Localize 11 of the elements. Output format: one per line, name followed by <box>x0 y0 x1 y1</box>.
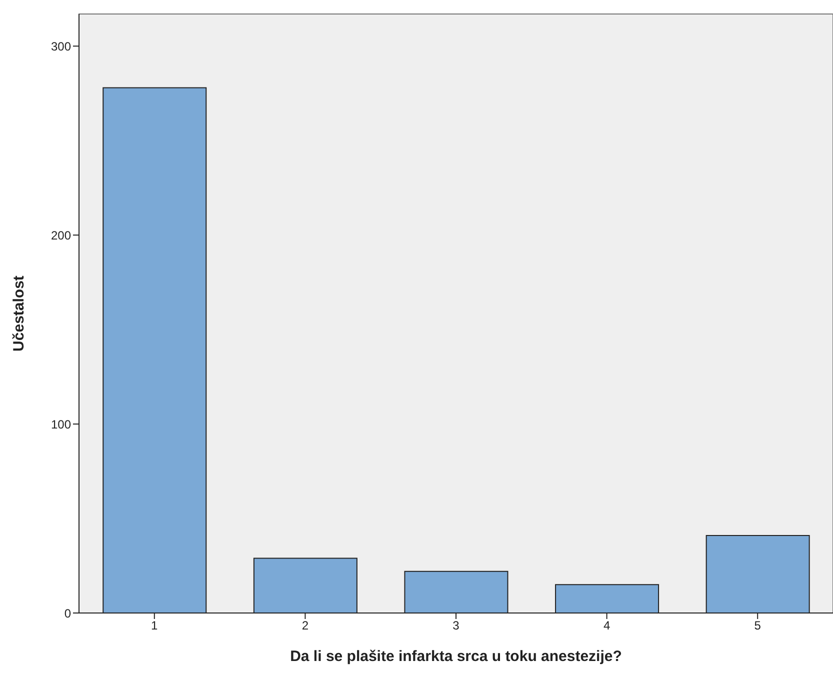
y-tick-label: 0 <box>64 606 72 620</box>
x-axis-title: Da li se plašite infarkta srca u toku anestezije? <box>290 648 622 665</box>
x-tick-label: 3 <box>452 618 460 633</box>
x-tick-label: 1 <box>151 618 158 633</box>
x-tick-label: 5 <box>754 618 762 633</box>
y-axis-title: Učestalost <box>10 276 28 352</box>
y-tick-label: 100 <box>50 417 72 432</box>
x-tick-label: 4 <box>603 618 610 633</box>
x-tick-label: 2 <box>302 618 309 633</box>
y-tick-label: 300 <box>50 39 72 54</box>
y-tick-label: 200 <box>50 228 72 242</box>
